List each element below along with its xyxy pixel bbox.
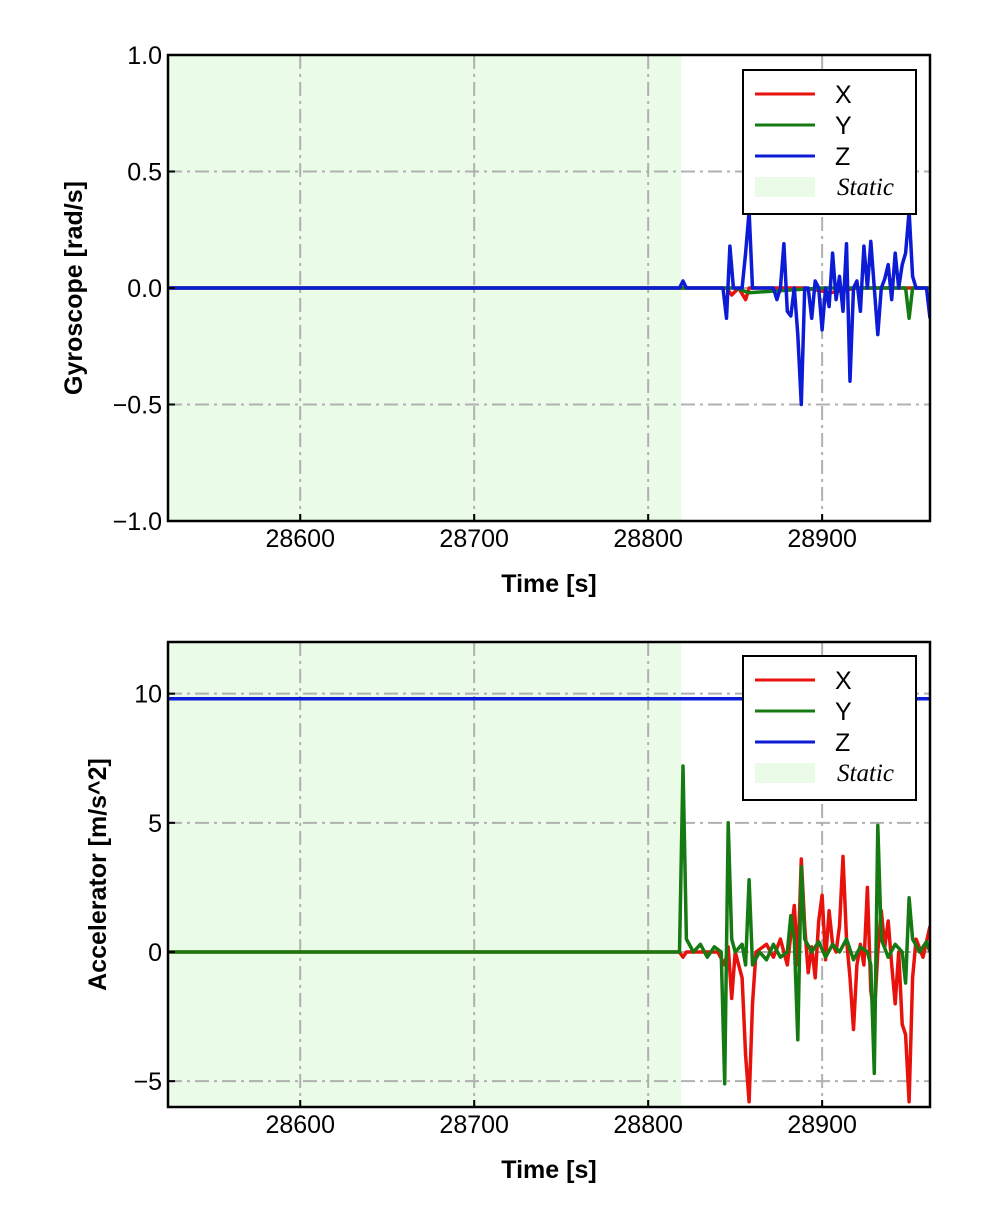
legend-label-y: Y <box>835 112 852 140</box>
y-tick-label: −1.0 <box>113 508 162 536</box>
x-tick-label: 28900 <box>787 1111 857 1139</box>
gyroscope-chart: 28600 28700 28800 28900 −1.0 −0.5 0.0 0.5 1.0 Ti… <box>60 42 932 598</box>
legend-label-x: X <box>835 667 852 695</box>
legend-label-z: Z <box>835 729 850 757</box>
y-tick-label: −5 <box>133 1068 162 1096</box>
legend-label-x: X <box>835 81 852 109</box>
series-line-x <box>168 854 930 1104</box>
x-axis-label: Time [s] <box>501 570 596 598</box>
y-axis-label: Accelerator [m/s^2] <box>84 758 112 991</box>
y-tick-label: 5 <box>148 810 162 838</box>
legend: X Y Z Static <box>742 69 917 215</box>
y-axis-label: Gyroscope [rad/s] <box>60 181 88 395</box>
legend: X Y Z Static <box>742 655 917 801</box>
x-tick-label: 28800 <box>613 525 683 553</box>
axis-ticks: 28600 28700 28800 28900 −5 0 5 10 <box>133 681 856 1139</box>
x-tick-label: 28800 <box>613 1111 683 1139</box>
accelerator-chart: 28600 28700 28800 28900 −5 0 5 10 Time [s] Acce… <box>84 640 932 1184</box>
legend-swatch-static <box>755 763 815 783</box>
y-tick-label: 1.0 <box>127 42 162 70</box>
x-tick-label: 28900 <box>787 525 857 553</box>
y-tick-label: 10 <box>134 681 162 709</box>
legend-swatch-static <box>755 177 815 197</box>
series-line-y <box>168 764 930 1086</box>
static-region <box>168 642 682 1107</box>
x-tick-label: 28700 <box>439 1111 509 1139</box>
plot-frame <box>166 640 932 1109</box>
y-tick-label: 0 <box>148 939 162 967</box>
legend-label-y: Y <box>835 698 852 726</box>
y-tick-label: 0.0 <box>127 275 162 303</box>
x-tick-label: 28600 <box>265 525 335 553</box>
series-line-z <box>168 209 930 407</box>
x-tick-label: 28700 <box>439 525 509 553</box>
axis-ticks: 28600 28700 28800 28900 −1.0 −0.5 0.0 0.5 1.0 <box>113 42 857 553</box>
y-tick-label: −0.5 <box>113 392 162 420</box>
y-tick-label: 0.5 <box>127 159 162 187</box>
legend-label-z: Z <box>835 143 850 171</box>
legend-label-static: Static <box>837 760 894 787</box>
x-tick-label: 28600 <box>265 1111 335 1139</box>
series-lines <box>168 209 930 407</box>
legend-label-static: Static <box>837 174 894 201</box>
x-axis-label: Time [s] <box>501 1156 596 1184</box>
